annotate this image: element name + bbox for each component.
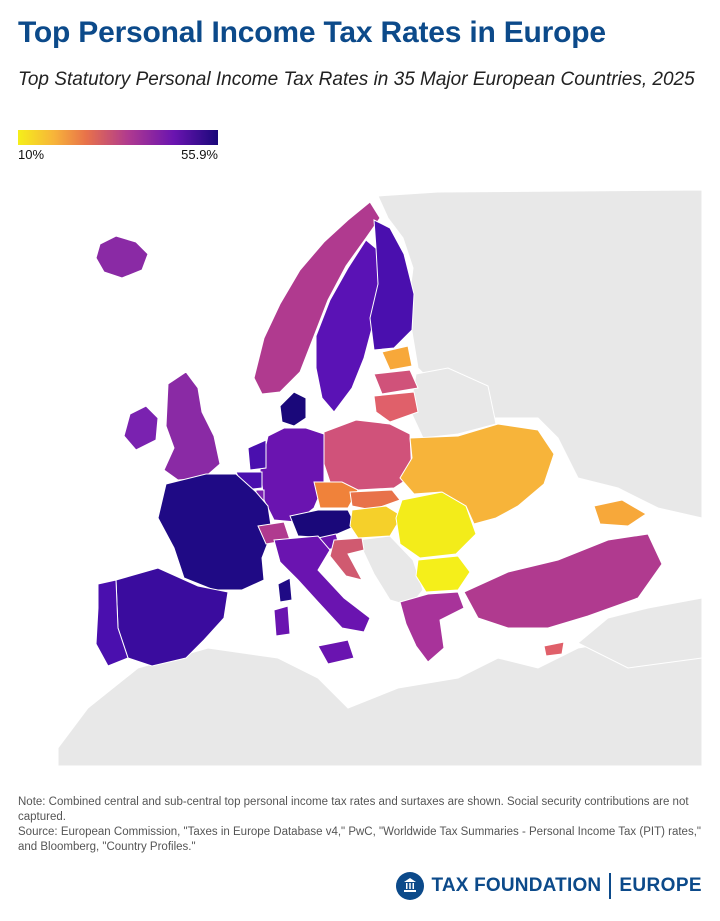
region-sardinia [273, 605, 291, 637]
legend-gradient-bar [18, 130, 218, 145]
legend-min-label: 10% [18, 147, 45, 162]
region-ireland [123, 405, 159, 451]
region-greece [399, 591, 465, 663]
region-turkey [463, 533, 663, 629]
region-corsica [277, 577, 293, 603]
brand-name: TAX FOUNDATION [431, 875, 602, 896]
tax-foundation-logo-icon [396, 872, 425, 900]
region-france [157, 473, 273, 591]
europe-map-svg [18, 188, 702, 766]
note-text: Note: Combined central and sub-central t… [18, 796, 689, 823]
region-portugal [95, 579, 129, 667]
region-georgia [593, 499, 647, 527]
region-finland [369, 219, 415, 351]
region-italy [273, 535, 371, 633]
region-cyprus [543, 641, 565, 657]
legend-max-label: 55.9% [181, 147, 218, 162]
page-title: Top Personal Income Tax Rates in Europe [18, 16, 606, 49]
region-lithuania [373, 391, 419, 423]
region-ukraine [399, 423, 555, 525]
legend-labels: 10% 55.9% [18, 147, 218, 165]
brand-divider [609, 873, 612, 899]
brand-region: EUROPE [619, 875, 702, 896]
page-subtitle: Top Statutory Personal Income Tax Rates … [18, 69, 695, 90]
note-block: Note: Combined central and sub-central t… [18, 795, 708, 855]
region-germany [259, 427, 325, 523]
source-text: Source: European Commission, "Taxes in E… [18, 826, 701, 853]
belarus-land [409, 367, 497, 439]
region-uk [163, 371, 221, 481]
region-hungary [349, 505, 403, 539]
region-iceland [95, 235, 149, 279]
region-denmark [279, 391, 307, 427]
color-legend: 10% 55.9% [18, 130, 218, 165]
region-netherlands [247, 439, 267, 471]
region-poland [321, 419, 413, 491]
region-latvia [373, 369, 419, 395]
region-norway [253, 201, 381, 395]
region-croatia [329, 537, 365, 581]
brand-footer: TAX FOUNDATION EUROPE [395, 871, 702, 901]
europe-map [18, 188, 702, 766]
region-slovakia [349, 489, 401, 511]
region-sicily [317, 639, 355, 665]
middle-east-land [577, 597, 702, 669]
region-estonia [381, 345, 413, 371]
region-bulgaria [415, 555, 471, 593]
